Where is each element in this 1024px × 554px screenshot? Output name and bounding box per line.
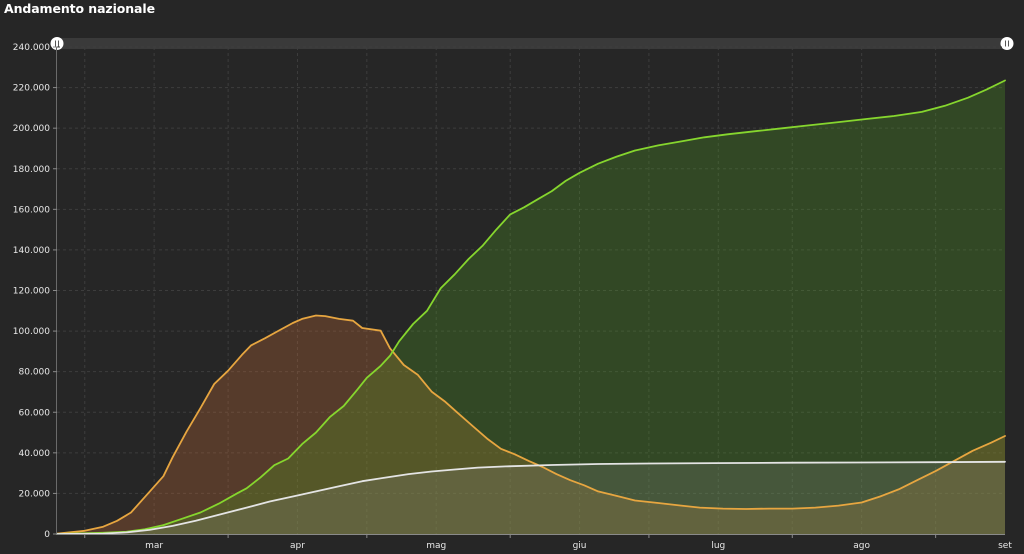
series-area-1	[57, 80, 1005, 534]
x-tick-label: apr	[290, 541, 305, 551]
x-tick-label: mar	[145, 541, 163, 551]
y-tick-label: 60.000	[19, 408, 51, 418]
y-tick-label: 100.000	[13, 327, 50, 337]
range-scrollbar[interactable]	[50, 37, 1014, 50]
series-area-2	[57, 461, 1005, 534]
series-areas	[57, 80, 1005, 534]
y-tick-label: 0	[44, 530, 50, 540]
y-tick-label: 240.000	[13, 43, 50, 53]
y-tick-label: 120.000	[13, 287, 50, 297]
grid	[57, 46, 1005, 534]
chart-title: Andamento nazionale	[4, 1, 155, 16]
series-line-1	[56, 79, 1006, 535]
x-tick-label: lug	[711, 541, 725, 551]
y-tick-label: 20.000	[19, 489, 51, 499]
y-tick-label: 80.000	[19, 368, 51, 378]
y-tick-label: 220.000	[13, 84, 50, 94]
axes: 0 20.000 40.000 60.000 80.000 100.000 120.000 1…	[13, 43, 1013, 551]
y-tick-label: 140.000	[13, 246, 50, 256]
series-line-0	[56, 314, 1006, 535]
x-tick-label: mag	[426, 541, 446, 551]
x-tick-label: set	[998, 541, 1012, 551]
range-handle-right[interactable]	[1000, 37, 1014, 50]
series-lines	[56, 79, 1006, 535]
series-area-0	[57, 315, 1005, 534]
y-tick-label: 160.000	[13, 205, 50, 215]
y-tick-label: 40.000	[19, 449, 51, 459]
y-tick-label: 200.000	[13, 124, 50, 134]
series-line-2	[56, 460, 1006, 535]
range-scrollbar-track[interactable]	[57, 38, 1005, 49]
y-tick-label: 180.000	[13, 165, 50, 175]
x-tick-label: ago	[853, 541, 870, 551]
x-tick-label: giu	[573, 541, 587, 551]
